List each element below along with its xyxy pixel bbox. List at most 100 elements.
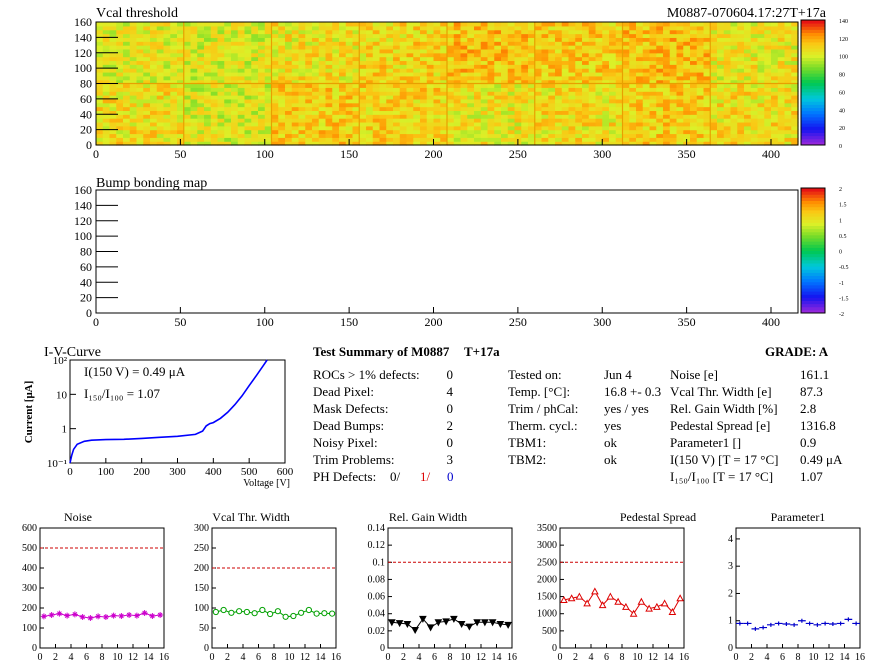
roc-data-point — [243, 608, 250, 616]
vcal-cell — [757, 98, 765, 104]
vcal-cell — [521, 83, 529, 88]
vcal-cell — [440, 33, 448, 38]
vcal-cell — [163, 133, 171, 138]
vcal-cell — [170, 83, 178, 88]
vcal-cell — [777, 75, 786, 81]
roc-ytick-label: 3000 — [537, 540, 557, 551]
vcal-cell — [210, 91, 219, 96]
vcal-cell — [480, 141, 489, 146]
vcal-cell — [737, 68, 745, 73]
vcal-cell — [163, 29, 171, 35]
vcal-cell — [676, 25, 684, 31]
vcal-cell — [177, 114, 185, 119]
vcal-cell — [568, 102, 576, 108]
vcal-cell — [737, 110, 745, 115]
vcal-cell — [514, 95, 522, 100]
vcal-cell — [609, 52, 617, 58]
vcal-cell — [447, 56, 455, 62]
vcal-cell — [555, 106, 563, 112]
vcal-cell — [217, 52, 225, 58]
vcal-cell — [183, 75, 192, 81]
vcal-cell — [683, 121, 691, 127]
vcal-cell — [487, 45, 495, 50]
vcal-cell — [494, 79, 502, 85]
vcal-cell — [609, 110, 617, 115]
vcal-cell — [136, 68, 144, 73]
vcal-cell — [413, 102, 421, 108]
vcal-cell — [312, 48, 320, 54]
vcal-cell — [352, 71, 360, 77]
vcal-cell — [622, 125, 630, 131]
vcal-cell — [541, 133, 549, 138]
vcal-cell — [413, 91, 421, 96]
vcal-cell — [143, 56, 151, 62]
vcal-cell — [258, 22, 266, 27]
vcal-cell — [555, 48, 563, 54]
vcal-cell — [717, 83, 725, 88]
vcal-cell — [514, 102, 522, 108]
vcal-cell — [730, 121, 738, 127]
vcal-cell — [278, 48, 286, 54]
vcal-cell — [150, 56, 158, 62]
vcal-cell — [777, 121, 786, 127]
vcal-cell — [244, 102, 252, 108]
vcal-cell — [325, 79, 333, 85]
vcal-cell — [683, 48, 691, 54]
vcal-cell — [487, 79, 495, 85]
vcal-cell — [150, 114, 158, 119]
vcal-cell — [663, 29, 671, 35]
vcal-cell — [345, 68, 354, 73]
roc-plot-frame — [735, 527, 861, 649]
vcal-cell — [447, 71, 455, 77]
bump-zscale-label: 2 — [839, 187, 842, 193]
vcal-cell — [737, 60, 745, 65]
vcal-cell — [102, 141, 111, 146]
vcal-cell — [210, 125, 219, 131]
vcal-cell — [791, 91, 799, 96]
vcal-cell — [568, 114, 576, 119]
vcal-cell — [669, 64, 678, 69]
vcal-cell — [453, 25, 462, 31]
roc-data-point — [622, 602, 630, 610]
vcal-cell — [615, 29, 624, 35]
vcal-cell — [109, 121, 117, 127]
vcal-cell — [548, 118, 556, 123]
vcal-cell — [393, 102, 401, 108]
vcal-cell — [109, 137, 117, 142]
vcal-cell — [156, 110, 165, 115]
vcal-cell — [744, 98, 752, 104]
vcal-cell — [413, 41, 421, 46]
vcal-cell — [420, 110, 428, 115]
vcal-cell — [541, 64, 549, 69]
vcal-cell — [649, 64, 657, 69]
vcal-cell — [433, 91, 441, 96]
vcal-cell — [366, 91, 374, 96]
vcal-cell — [534, 98, 543, 104]
vcal-cell — [487, 141, 495, 146]
vcal-cell — [757, 91, 765, 96]
roc-ytick-label: 100 — [194, 603, 209, 614]
vcal-cell — [177, 102, 185, 108]
vcal-cell — [420, 137, 428, 142]
vcal-cell — [433, 79, 441, 85]
vcal-cell — [102, 87, 111, 92]
vcal-cell — [696, 125, 705, 131]
vcal-cell — [312, 121, 320, 127]
vcal-cell — [237, 68, 246, 73]
vcal-cell — [649, 137, 657, 142]
vcal-cell — [237, 98, 246, 104]
vcal-cell — [636, 102, 644, 108]
vcal-cell — [285, 41, 293, 46]
vcal-cell — [123, 64, 131, 69]
vcal-cell — [568, 121, 576, 127]
vcal-cell — [750, 56, 759, 62]
vcal-cell — [231, 33, 239, 38]
vcal-cell — [575, 33, 583, 38]
vcal-cell — [244, 52, 252, 58]
vcal-cell — [285, 68, 293, 73]
vcal-cell — [582, 71, 590, 77]
vcal-cell — [413, 79, 421, 85]
roc-data-point — [426, 624, 435, 632]
vcal-cell — [501, 33, 509, 38]
vcal-cell — [534, 64, 543, 69]
